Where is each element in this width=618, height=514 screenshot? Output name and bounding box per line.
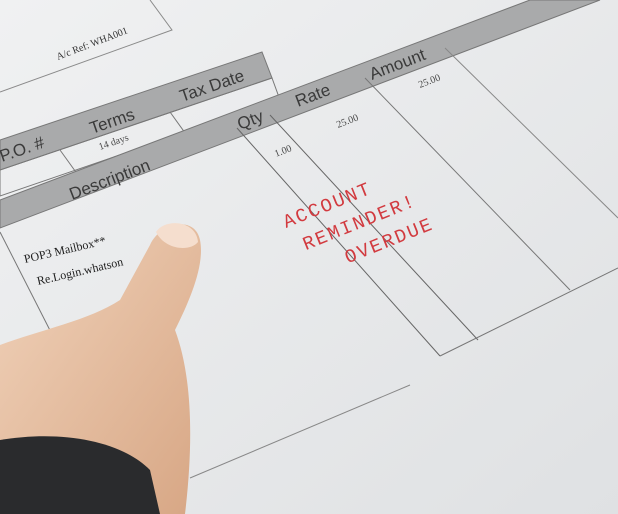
table-bottom (189, 384, 411, 479)
table-bottom (439, 267, 618, 357)
sleeve (0, 436, 160, 514)
line-items-header-band (0, 0, 601, 229)
column-divider (59, 149, 79, 176)
address-box (0, 0, 173, 93)
column-divider (236, 127, 441, 357)
column-divider (444, 47, 618, 219)
column-divider (364, 77, 571, 291)
column-divider (269, 114, 479, 341)
thumbnail (156, 223, 198, 248)
